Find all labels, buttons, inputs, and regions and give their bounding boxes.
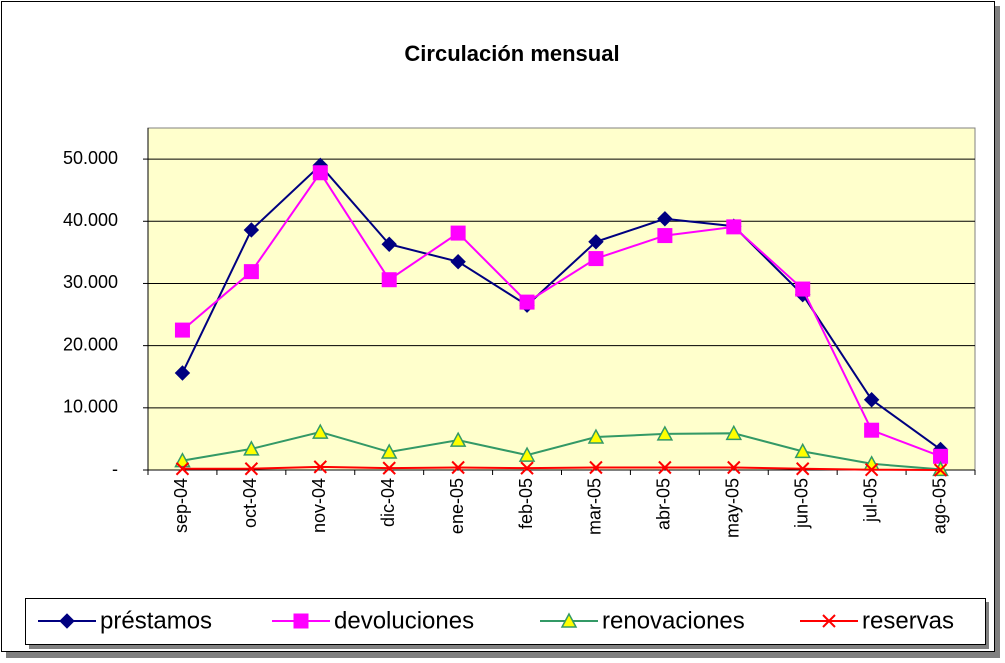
marker bbox=[312, 165, 328, 181]
y-tick-label: - bbox=[112, 459, 118, 479]
marker bbox=[174, 322, 190, 338]
x-tick-label: ene-05 bbox=[447, 478, 467, 534]
marker bbox=[450, 253, 466, 270]
marker bbox=[657, 211, 673, 227]
marker bbox=[657, 228, 673, 244]
marker bbox=[174, 452, 191, 468]
marker bbox=[656, 425, 674, 441]
x-tick-label: jun-05 bbox=[791, 478, 811, 529]
marker bbox=[864, 422, 880, 438]
series-line bbox=[181, 170, 941, 458]
marker bbox=[243, 440, 260, 456]
legend-marker bbox=[293, 613, 309, 629]
marker bbox=[588, 234, 604, 250]
series-line bbox=[182, 465, 941, 471]
marker bbox=[587, 428, 605, 444]
marker bbox=[864, 462, 879, 477]
y-tick-label: 10.000 bbox=[63, 397, 118, 417]
x-tick-label: ago-05 bbox=[929, 478, 949, 534]
y-tick-label: 30.000 bbox=[63, 272, 118, 292]
legend-marker bbox=[822, 614, 836, 628]
marker bbox=[313, 460, 327, 474]
marker bbox=[863, 392, 880, 408]
marker bbox=[658, 460, 672, 475]
x-tick-label: may-05 bbox=[723, 478, 743, 538]
chart-title: Circulación mensual bbox=[404, 41, 619, 66]
marker bbox=[725, 424, 743, 441]
marker bbox=[243, 264, 259, 280]
x-tick-label: dic-04 bbox=[378, 478, 398, 527]
x-tick-label: oct-04 bbox=[240, 478, 260, 528]
legend-label: renovaciones bbox=[602, 607, 745, 634]
marker bbox=[449, 431, 467, 447]
marker bbox=[244, 462, 259, 476]
marker bbox=[380, 443, 398, 459]
y-tick-label: 20.000 bbox=[63, 334, 118, 354]
marker bbox=[451, 460, 465, 475]
marker bbox=[312, 423, 329, 439]
marker bbox=[520, 461, 534, 475]
legend-label: préstamos bbox=[100, 607, 212, 634]
marker bbox=[727, 460, 741, 475]
legend: préstamos devoluciones renovaciones reserva… bbox=[25, 598, 989, 649]
marker bbox=[795, 281, 811, 297]
marker bbox=[518, 446, 536, 462]
x-tick-label: abr-05 bbox=[654, 478, 674, 530]
marker bbox=[381, 236, 397, 252]
y-tick-label: 40.000 bbox=[63, 210, 118, 230]
marker bbox=[794, 442, 811, 459]
marker bbox=[589, 460, 603, 475]
marker bbox=[933, 463, 948, 477]
marker bbox=[796, 462, 810, 476]
x-tick-label: mar-05 bbox=[585, 478, 605, 535]
marker bbox=[726, 219, 742, 235]
legend-marker bbox=[59, 613, 75, 629]
marker bbox=[450, 225, 466, 241]
x-tick-label: sep-04 bbox=[171, 478, 191, 533]
marker bbox=[381, 272, 397, 288]
legend-label: reservas bbox=[862, 607, 954, 634]
y-tick-label: 50.000 bbox=[63, 148, 118, 168]
marker bbox=[519, 294, 535, 310]
marker bbox=[175, 462, 190, 476]
marker bbox=[588, 251, 604, 267]
legend-label: devoluciones bbox=[334, 607, 474, 634]
series-line bbox=[182, 431, 941, 471]
x-tick-label: nov-04 bbox=[309, 478, 329, 533]
marker bbox=[243, 222, 260, 238]
legend-marker bbox=[560, 612, 578, 628]
x-tick-label: feb-05 bbox=[516, 478, 536, 529]
marker bbox=[382, 461, 396, 475]
x-tick-label: jul-05 bbox=[860, 478, 880, 523]
plot-area bbox=[147, 127, 976, 471]
marker bbox=[174, 365, 191, 381]
